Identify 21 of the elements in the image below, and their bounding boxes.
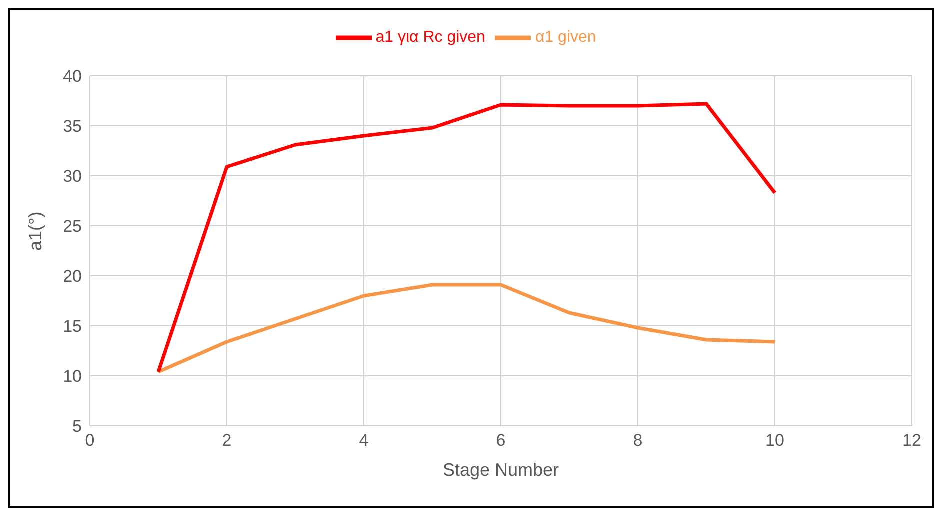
legend-label: α1 given <box>535 29 596 46</box>
y-tick-label: 10 <box>63 367 82 386</box>
y-tick-label: 35 <box>63 117 82 136</box>
line-series <box>156 283 777 374</box>
y-tick-label: 15 <box>63 317 82 336</box>
x-tick-label: 12 <box>902 431 922 450</box>
y-axis-title: a1(°) <box>25 212 46 251</box>
x-tick-label: 8 <box>633 431 643 450</box>
x-tick-label: 6 <box>496 431 506 450</box>
y-tick-label: 30 <box>63 167 82 186</box>
y-tick-label: 5 <box>72 417 82 436</box>
y-tick-label: 40 <box>63 67 82 86</box>
x-axis-title: Stage Number <box>442 460 560 480</box>
x-tick-label: 4 <box>359 431 369 450</box>
legend-label: a1 για Rc given <box>376 29 486 46</box>
y-tick-label: 20 <box>63 267 82 286</box>
x-tick-label: 2 <box>222 431 232 450</box>
line-series <box>156 102 777 374</box>
x-tick-label: 0 <box>85 431 95 450</box>
y-tick-label: 25 <box>63 217 82 236</box>
x-tick-label: 10 <box>766 431 784 450</box>
